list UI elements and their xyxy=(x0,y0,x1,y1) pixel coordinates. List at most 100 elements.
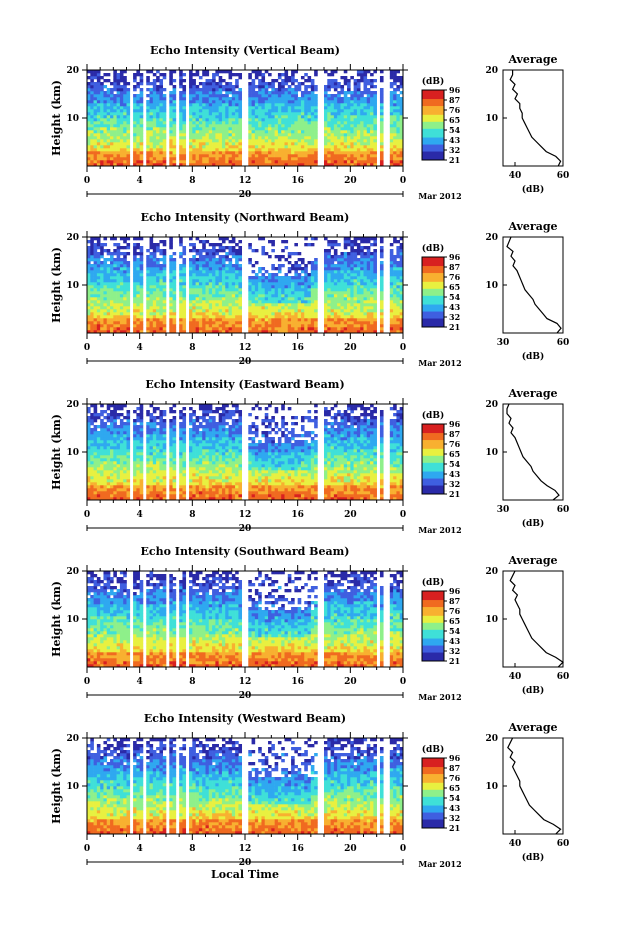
heatmap-cell xyxy=(390,261,394,264)
heatmap-cell xyxy=(150,240,154,243)
heatmap-cell xyxy=(278,291,282,294)
heatmap-cell xyxy=(285,327,289,330)
heatmap-cell xyxy=(337,270,341,273)
heatmap-cell xyxy=(117,112,121,115)
heatmap-cell xyxy=(87,309,91,312)
heatmap-cell xyxy=(199,300,203,303)
heatmap-cell xyxy=(229,97,233,100)
heatmap-cell xyxy=(357,294,361,297)
heatmap-cell xyxy=(261,267,265,270)
heatmap-cell xyxy=(390,243,394,246)
heatmap-cell xyxy=(87,121,91,124)
heatmap-cell xyxy=(219,243,223,246)
heatmap-cell xyxy=(146,303,150,306)
heatmap-cell xyxy=(189,288,193,291)
heatmap-cell xyxy=(314,145,318,148)
heatmap-cell xyxy=(107,103,111,106)
heatmap-cell xyxy=(258,327,262,330)
heatmap-cell xyxy=(314,282,318,285)
heatmap-cell xyxy=(136,139,140,142)
heatmap-cell xyxy=(278,76,282,79)
heatmap-cell xyxy=(367,139,371,142)
heatmap-cell xyxy=(393,279,397,282)
heatmap-cell xyxy=(396,139,400,142)
heatmap-cell xyxy=(189,145,193,148)
heatmap-cell xyxy=(173,118,177,121)
heatmap-cell xyxy=(169,294,173,297)
heatmap-cell xyxy=(156,282,160,285)
heatmap-cell xyxy=(100,124,104,127)
heatmap-cell xyxy=(153,118,157,121)
heatmap-cell xyxy=(150,103,154,106)
heatmap-cell xyxy=(103,103,107,106)
heatmap-cell xyxy=(100,297,104,300)
heatmap-cell xyxy=(301,324,305,327)
heatmap-cell xyxy=(212,312,216,315)
heatmap-cell xyxy=(357,297,361,300)
heatmap-cell xyxy=(271,276,275,279)
heatmap-cell xyxy=(156,115,160,118)
heatmap-cell xyxy=(87,297,91,300)
heatmap-cell xyxy=(304,297,308,300)
heatmap-cell xyxy=(337,100,341,103)
heatmap-cell xyxy=(278,94,282,97)
heatmap-cell xyxy=(179,82,183,85)
colorbar-tick-label: 96 xyxy=(449,85,461,95)
heatmap-cell xyxy=(202,73,206,76)
heatmap-cell xyxy=(133,154,137,157)
heatmap-cell xyxy=(199,279,203,282)
heatmap-cell xyxy=(87,267,91,270)
heatmap-cell xyxy=(268,300,272,303)
heatmap-cell xyxy=(337,306,341,309)
heatmap-cell xyxy=(215,294,219,297)
heatmap-cell xyxy=(265,306,269,309)
heatmap-cell xyxy=(393,285,397,288)
heatmap-cell xyxy=(311,118,315,121)
heatmap-cell xyxy=(189,291,193,294)
heatmap-cell xyxy=(235,136,239,139)
heatmap-cell xyxy=(252,282,256,285)
heatmap-cell xyxy=(97,91,101,94)
heatmap-cell xyxy=(258,282,262,285)
heatmap-cell xyxy=(350,133,354,136)
heatmap-cell xyxy=(140,133,144,136)
heatmap-cell xyxy=(294,303,298,306)
heatmap-cell xyxy=(94,133,98,136)
heatmap-cell xyxy=(192,294,196,297)
heatmap-cell xyxy=(308,327,312,330)
heatmap-cell xyxy=(110,127,114,130)
heatmap-cell xyxy=(107,118,111,121)
heatmap-cell xyxy=(140,246,144,249)
heatmap-cell xyxy=(291,133,295,136)
heatmap-cell xyxy=(107,324,111,327)
heatmap-cell xyxy=(136,324,140,327)
heatmap-cell xyxy=(327,318,331,321)
heatmap-cell xyxy=(120,303,124,306)
heatmap-cell xyxy=(367,315,371,318)
heatmap-cell xyxy=(182,109,186,112)
heatmap-cell xyxy=(133,145,137,148)
heatmap-cell xyxy=(331,85,335,88)
heatmap-cell xyxy=(396,264,400,267)
heatmap-cell xyxy=(334,291,338,294)
heatmap-cell xyxy=(258,303,262,306)
heatmap-cell xyxy=(294,160,298,163)
heatmap-cell xyxy=(225,82,229,85)
heatmap-cell xyxy=(337,154,341,157)
heatmap-cell xyxy=(390,285,394,288)
heatmap-cell xyxy=(350,306,354,309)
heatmap-cell xyxy=(281,249,285,252)
heatmap-cell xyxy=(367,148,371,151)
heatmap-cell xyxy=(215,279,219,282)
heatmap-cell xyxy=(360,282,364,285)
heatmap-cell xyxy=(331,112,335,115)
heatmap-cell xyxy=(373,267,377,270)
heatmap-cell xyxy=(238,321,242,324)
heatmap-cell xyxy=(202,91,206,94)
heatmap-cell xyxy=(340,103,344,106)
heatmap-cell xyxy=(255,324,259,327)
heatmap-cell xyxy=(97,127,101,130)
colorbar-tick-label: 76 xyxy=(449,105,461,115)
heatmap-cell xyxy=(153,91,157,94)
heatmap-cell xyxy=(189,85,193,88)
